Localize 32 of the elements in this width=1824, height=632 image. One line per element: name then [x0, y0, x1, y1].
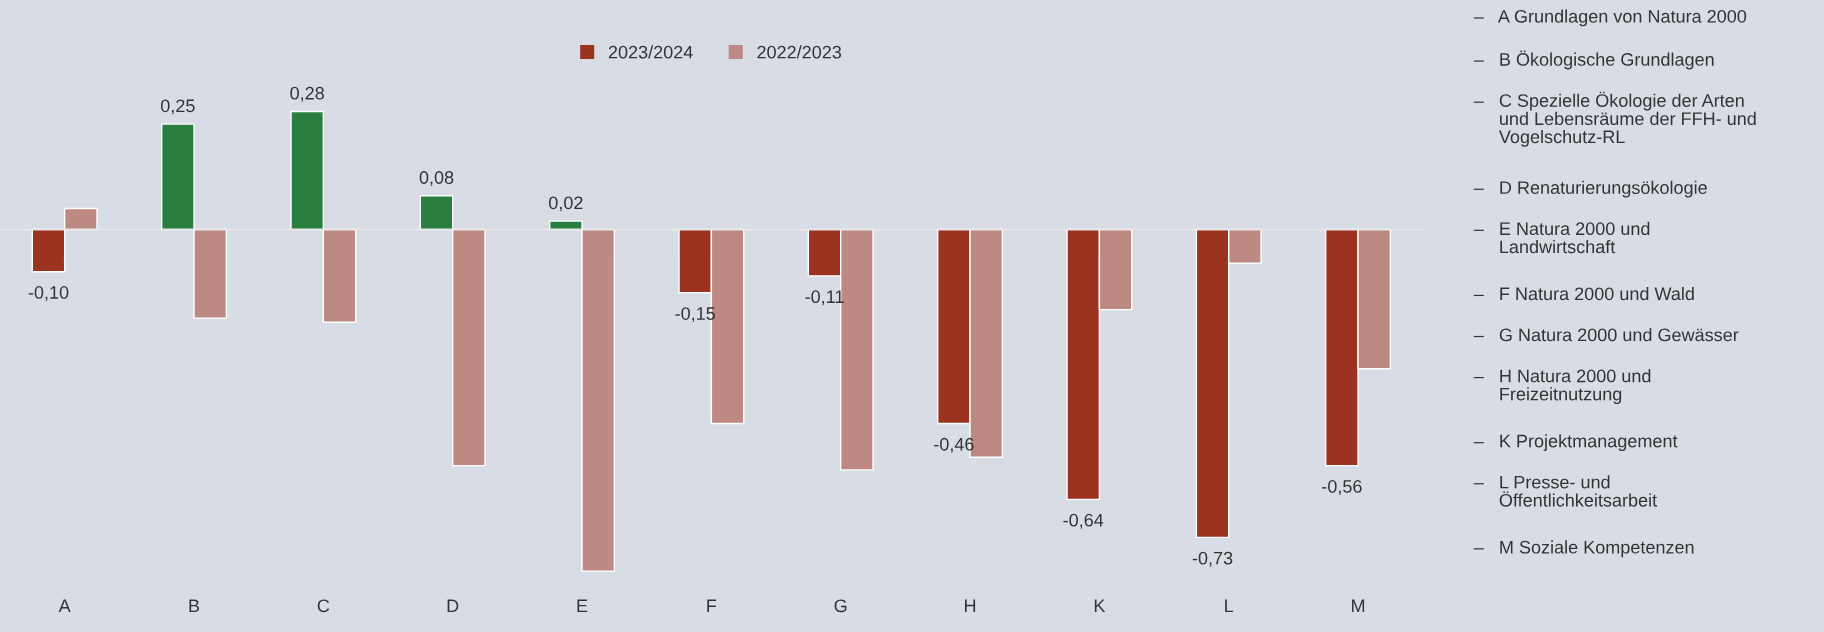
data-label: -0,10 [28, 286, 69, 301]
x-tick-label: L [1225, 599, 1234, 613]
text: – C Spezielle Ökologie der Arten und Lebensräume der FFH- und Vogelschutz-RL [1473, 91, 1756, 147]
legend-label: 2023/2024 [608, 45, 693, 59]
text: – M Soziale Kompetenzen [1473, 540, 1694, 558]
text: – H Natura 2000 und Freizeitnutzung [1473, 369, 1651, 405]
text: – G Natura 2000 und Gewässer [1473, 328, 1739, 342]
x-tick-label: E [577, 599, 588, 613]
data-label: 0,02 [548, 196, 583, 212]
data-label: 0,08 [419, 171, 454, 187]
text: – K Projektmanagement [1473, 434, 1678, 452]
text: – L Presse- und Öffentlichkeitsarbeit [1473, 475, 1657, 507]
x-tick-label: M [1352, 599, 1365, 613]
x-tick-label: K [1094, 599, 1106, 613]
legend-label: 2022/2023 [757, 45, 842, 59]
data-label: -0,64 [1063, 513, 1104, 529]
x-tick-label: C [317, 599, 330, 613]
data-label: -0,73 [1192, 551, 1233, 567]
text: – B Ökologische Grundlagen [1473, 50, 1714, 70]
x-tick-label: H [965, 599, 976, 613]
text: – A Grundlagen von Natura 2000 [1473, 9, 1747, 27]
text: – E Natura 2000 und Landwirtschaft [1473, 221, 1650, 254]
x-tick-label: D [447, 599, 459, 613]
x-tick-label: F [707, 599, 717, 613]
x-tick-label: B [189, 599, 200, 613]
x-tick-label: G [834, 599, 847, 613]
data-label: 0,25 [160, 99, 195, 115]
x-tick-label: A [58, 599, 71, 613]
data-label: -0,56 [1322, 480, 1362, 495]
data-label: 0,28 [290, 86, 324, 102]
text: – D Renaturierungsökologie [1473, 180, 1707, 198]
text: – F Natura 2000 und Wald [1473, 286, 1694, 301]
